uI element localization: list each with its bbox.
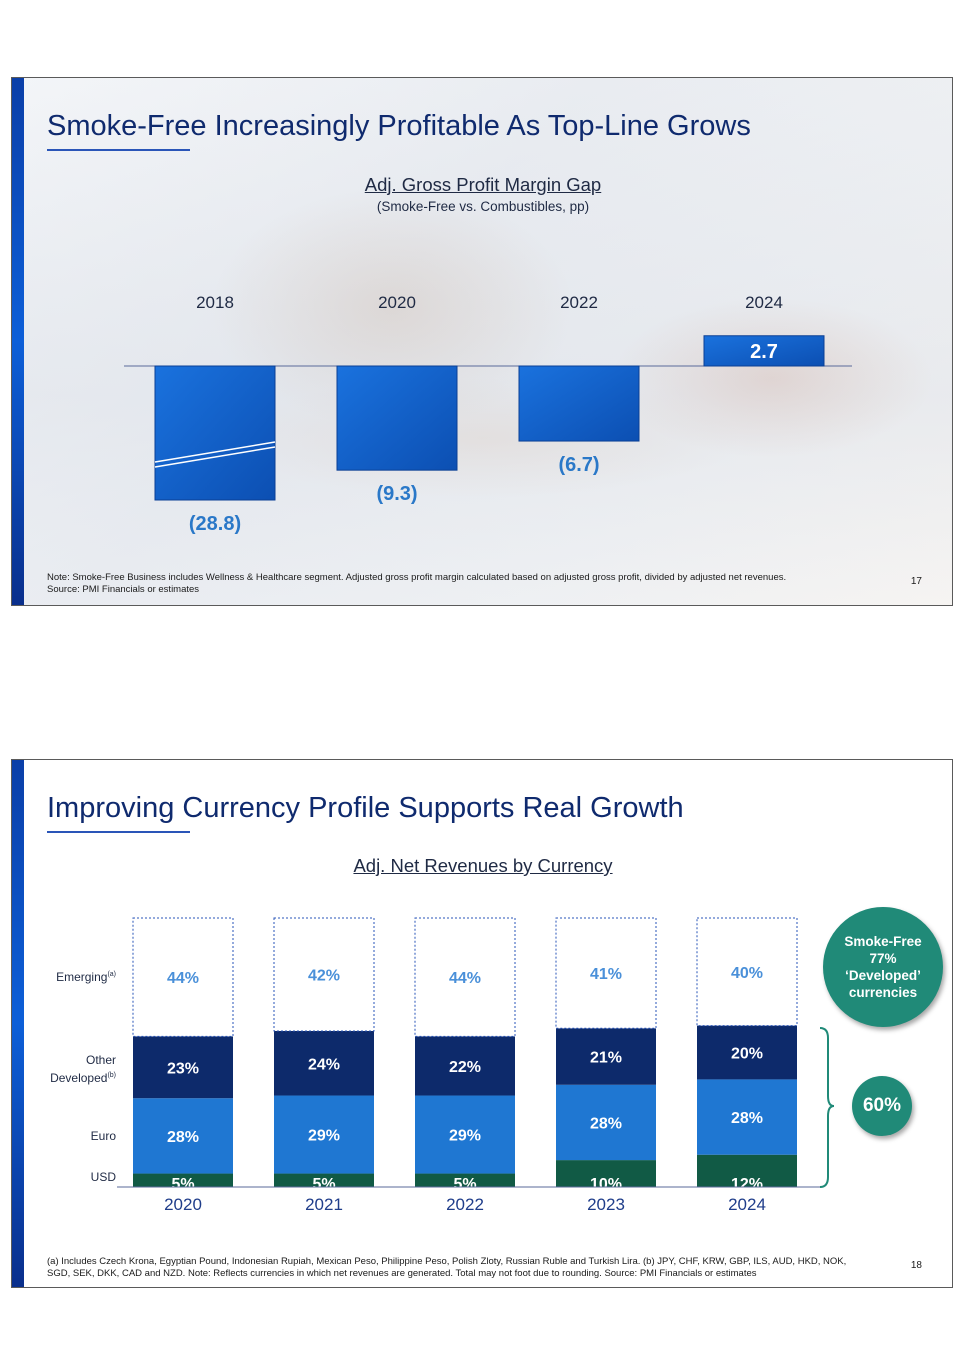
slide-18: Improving Currency Profile Supports Real… <box>11 759 953 1288</box>
chart-subtitle: (Smoke-Free vs. Combustibles, pp) <box>376 199 590 214</box>
year-label: 2024 <box>745 293 783 312</box>
segment-emerging <box>273 917 375 1032</box>
value-label: 2.7 <box>750 341 778 363</box>
segment-label: 44% <box>167 970 199 987</box>
axis-break-mark <box>154 441 276 463</box>
footnote-line-1: Note: Smoke-Free Business includes Welln… <box>47 572 787 583</box>
segment-other-developed <box>556 1028 656 1085</box>
segment-label: 28% <box>590 1115 622 1132</box>
segment-label: 12% <box>731 1176 763 1193</box>
segment-label: 5% <box>453 1176 476 1193</box>
segment-emerging <box>555 917 657 1029</box>
footnote-line-2: SGD, SEK, DKK, CAD and NZD. Note: Reflec… <box>47 1268 757 1279</box>
chart-title: Adj. Net Revenues by Currency <box>353 855 613 876</box>
segment-label: 21% <box>590 1050 622 1067</box>
chart-title: Adj. Gross Profit Margin Gap <box>364 174 602 195</box>
row-label-euro: Euro <box>90 1129 116 1143</box>
row-label-emerging: Emerging(a) <box>56 970 116 984</box>
smoke-free-bubble: Smoke-Free 77% ‘Developed’ currencies <box>823 907 943 1027</box>
year-label: 2020 <box>164 1195 202 1214</box>
segment-usd <box>556 1160 656 1187</box>
footnote: Note: Smoke-Free Business includes Welln… <box>47 572 786 596</box>
segment-label: 28% <box>731 1110 763 1127</box>
segment-label: 28% <box>167 1129 199 1146</box>
margin-bar <box>703 335 825 367</box>
slide-title: Improving Currency Profile Supports Real… <box>47 792 684 824</box>
segment-euro <box>697 1079 797 1155</box>
segment-other-developed <box>274 1030 374 1096</box>
row-label-usd: USD <box>90 1170 116 1184</box>
footnote: (a) Includes Czech Krona, Egyptian Pound… <box>47 1256 846 1280</box>
segment-usd <box>697 1154 797 1187</box>
segment-other-developed <box>133 1036 233 1099</box>
segment-euro <box>274 1095 374 1174</box>
slide-title: Smoke-Free Increasingly Profitable As To… <box>47 110 751 142</box>
segment-label: 29% <box>308 1128 340 1145</box>
segment-label: 24% <box>308 1056 340 1073</box>
axis-break-mark <box>154 446 276 468</box>
title-underline <box>47 149 190 151</box>
segment-emerging <box>696 917 798 1027</box>
segment-other-developed <box>697 1025 797 1080</box>
segment-euro <box>415 1095 515 1174</box>
value-label: (6.7) <box>558 454 599 476</box>
value-label: (28.8) <box>189 513 241 535</box>
segment-label: 23% <box>167 1060 199 1077</box>
developed-share-bubble: 60% <box>852 1076 912 1136</box>
segment-label: 40% <box>731 965 763 982</box>
segment-usd <box>133 1173 233 1187</box>
segment-euro <box>133 1098 233 1174</box>
segment-label: 5% <box>171 1176 194 1193</box>
margin-bar <box>336 365 458 471</box>
year-label: 2018 <box>196 293 234 312</box>
segment-emerging <box>132 917 234 1037</box>
segment-usd <box>415 1173 515 1187</box>
slide-17: Smoke-Free Increasingly Profitable As To… <box>11 77 953 606</box>
accent-bar <box>12 760 24 1287</box>
footnote-line-2: Source: PMI Financials or estimates <box>47 584 200 595</box>
segment-label: 20% <box>731 1046 763 1063</box>
segment-label: 10% <box>590 1176 622 1193</box>
segment-label: 44% <box>449 970 481 987</box>
segment-label: 29% <box>449 1128 481 1145</box>
year-label: 2024 <box>728 1195 766 1214</box>
page-number: 18 <box>910 1260 922 1271</box>
segment-usd <box>274 1173 374 1187</box>
year-label: 2023 <box>587 1195 625 1214</box>
segment-label: 22% <box>449 1059 481 1076</box>
row-label-other-developed: Other Developed(b) <box>50 1053 116 1085</box>
margin-gap-chart: 2018 (28.8) 2020 (9.3) 2022 (6.7) 2024 2.7 <box>124 293 852 535</box>
segment-euro <box>556 1084 656 1161</box>
year-label: 2022 <box>560 293 598 312</box>
developed-brace <box>819 1027 835 1188</box>
segment-emerging <box>414 917 516 1037</box>
currency-stack-chart: 5% 28% 23% 44% 2020 5% 29% 24% 42% 2021 5% 29% 22% 44… <box>117 917 835 1214</box>
segment-label: 42% <box>308 967 340 984</box>
value-label: (9.3) <box>376 483 417 505</box>
segment-label: 41% <box>590 966 622 983</box>
year-label: 2020 <box>378 293 416 312</box>
page-number: 17 <box>910 576 922 587</box>
segment-other-developed <box>415 1036 515 1096</box>
year-label: 2021 <box>305 1195 343 1214</box>
margin-bar <box>154 365 276 501</box>
title-underline <box>47 831 190 833</box>
year-label: 2022 <box>446 1195 484 1214</box>
footnote-line-1: (a) Includes Czech Krona, Egyptian Pound… <box>47 1256 847 1267</box>
margin-bar <box>518 365 640 442</box>
segment-label: 5% <box>312 1176 335 1193</box>
accent-bar <box>12 78 24 605</box>
